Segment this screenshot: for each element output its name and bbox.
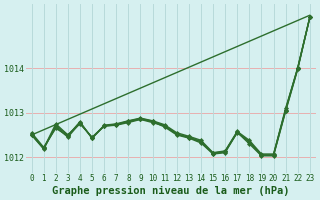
X-axis label: Graphe pression niveau de la mer (hPa): Graphe pression niveau de la mer (hPa) bbox=[52, 186, 290, 196]
